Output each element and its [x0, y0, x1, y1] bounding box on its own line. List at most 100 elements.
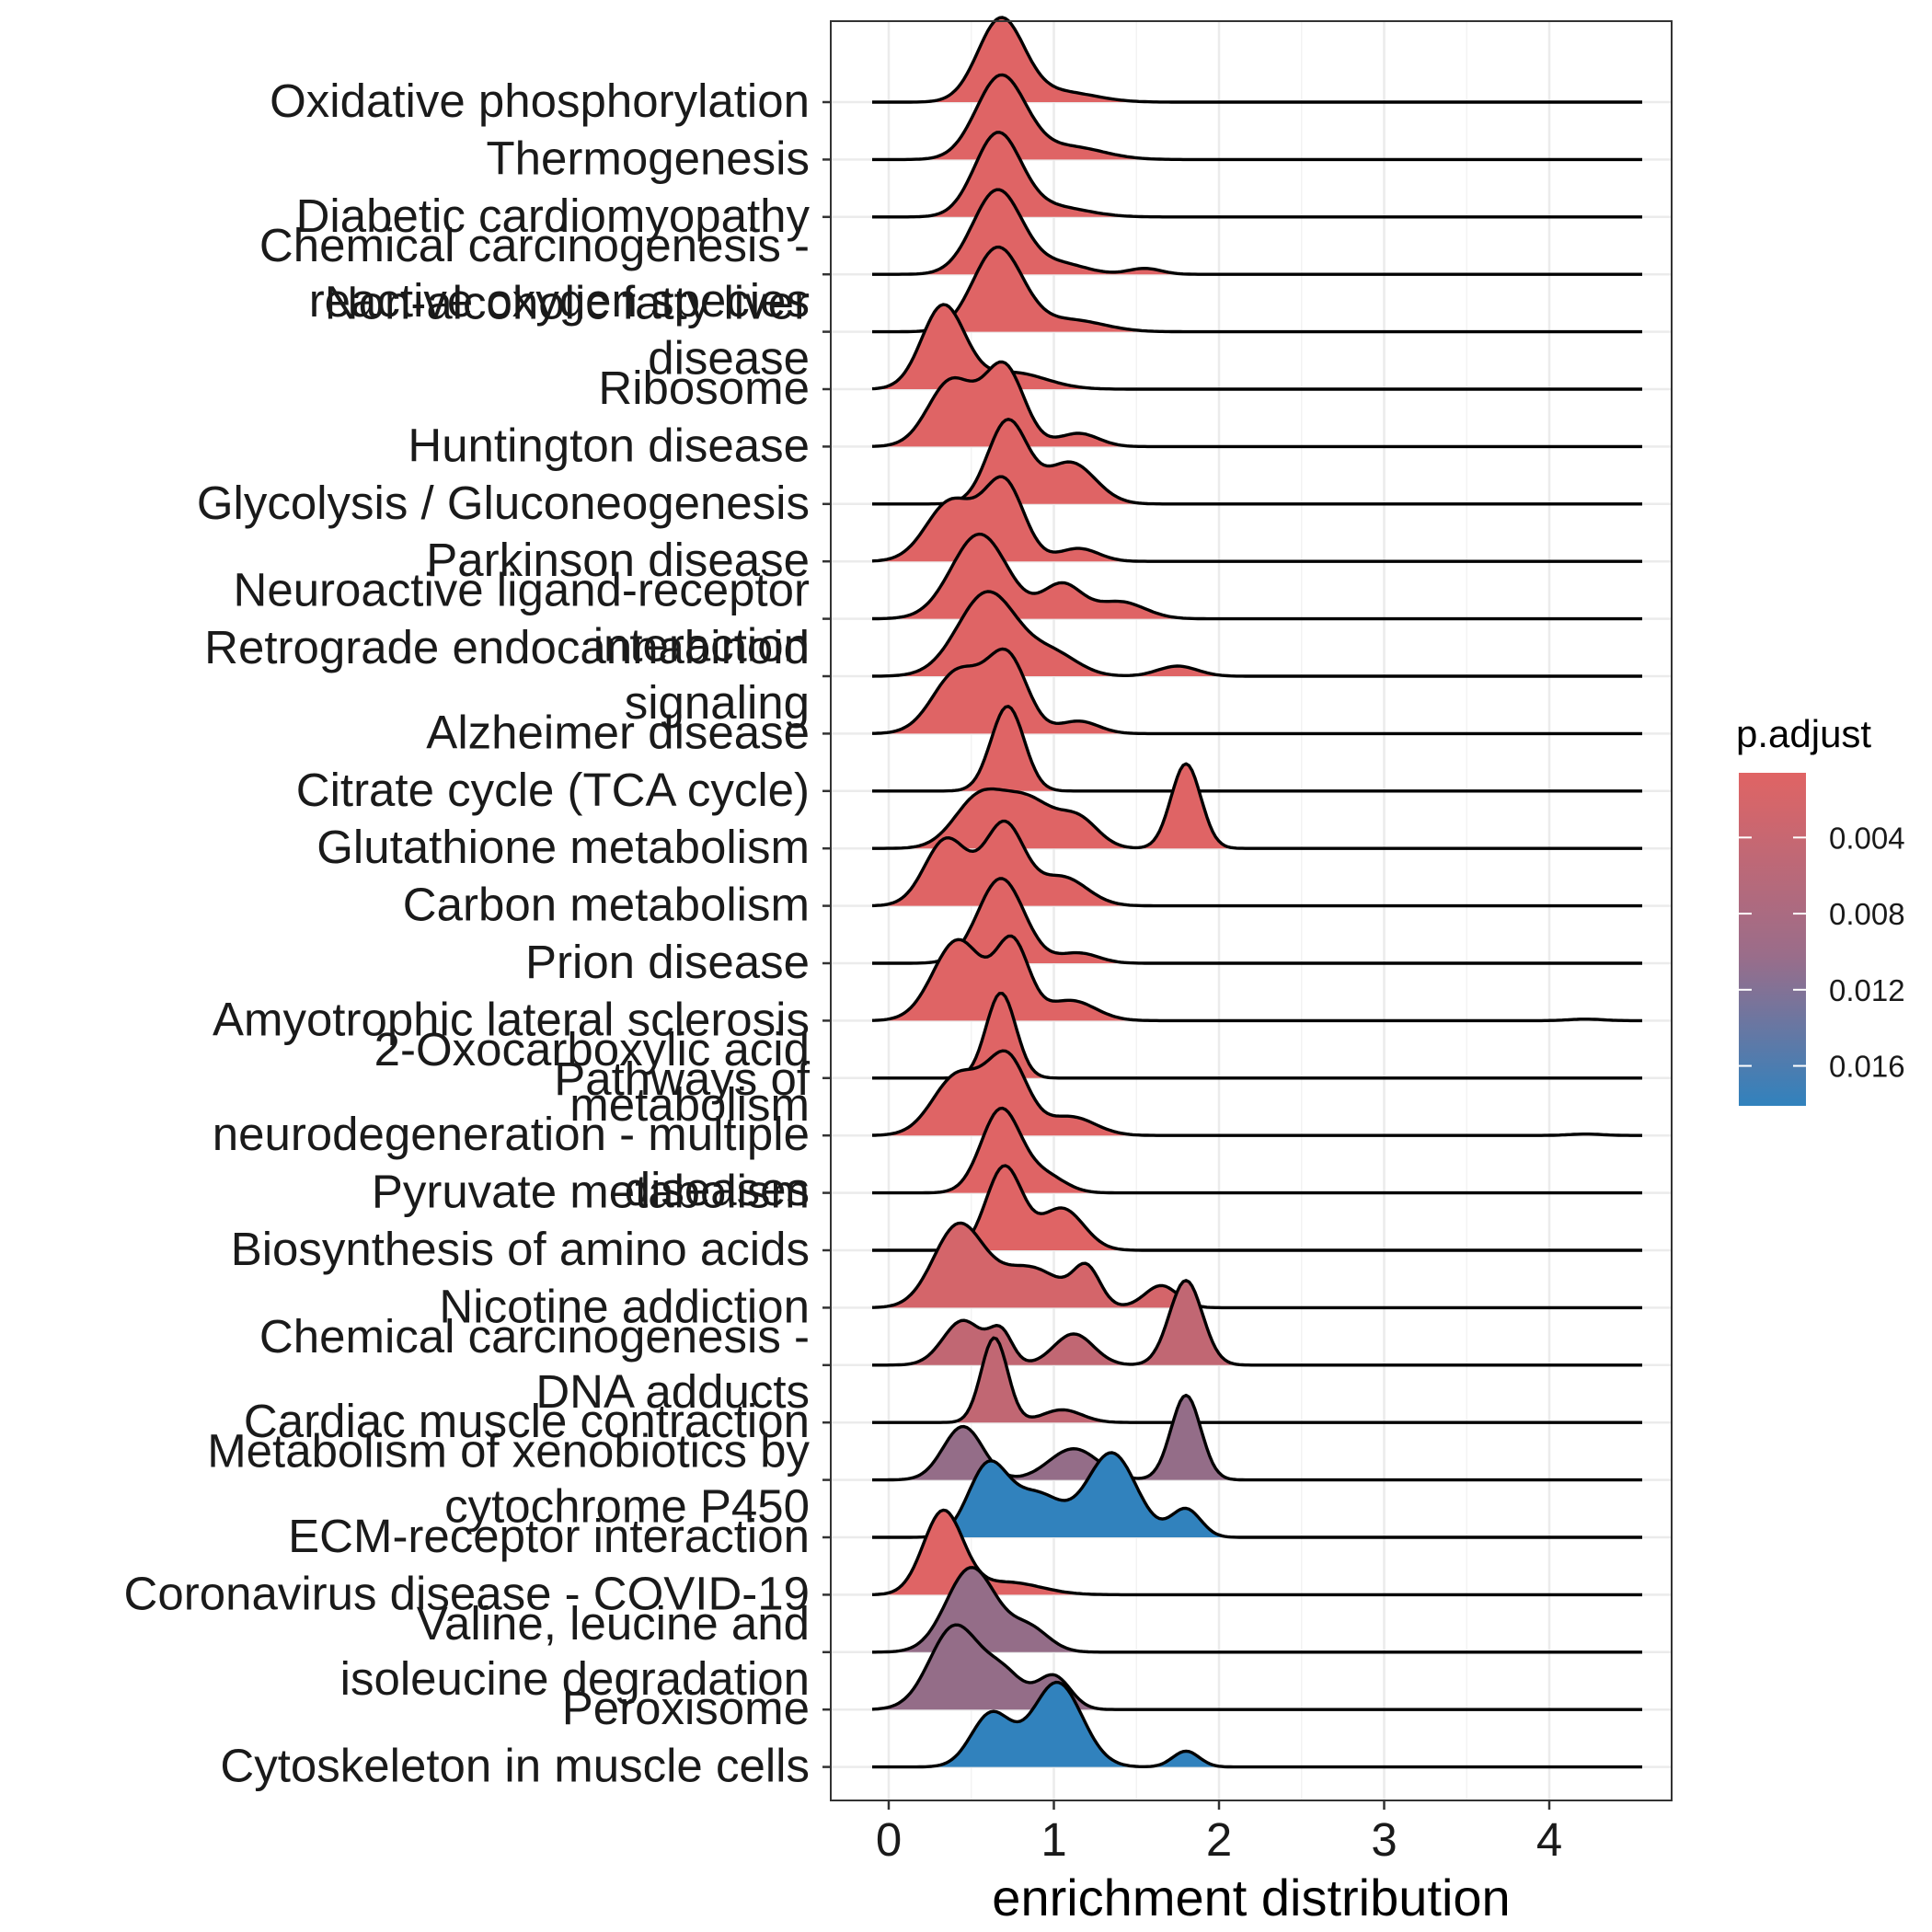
y-tick-label: Chemical carcinogenesis -DNA adducts: [259, 1310, 810, 1418]
y-tick-label: Cardiac muscle contraction: [244, 1395, 810, 1447]
ridge-28: [871, 1623, 1642, 1711]
y-tick-label: Amyotrophic lateral sclerosis: [213, 993, 810, 1045]
ridge-fill: [958, 1338, 1107, 1423]
ridge-outline: [872, 532, 1642, 621]
ridge-outline: [871, 819, 1642, 908]
ridge-outline: [872, 762, 1642, 850]
ridge-9: [872, 532, 1642, 621]
ridge-outline: [872, 418, 1642, 506]
ridge-outline: [872, 188, 1642, 276]
y-tick-label-line: diseases: [625, 1163, 810, 1215]
y-tick-label-line: Chemical carcinogenesis -: [259, 1310, 810, 1363]
y-tick-label: Carbon metabolism: [403, 879, 810, 931]
y-tick-label: Glutathione metabolism: [316, 821, 810, 873]
legend-tick-label: 0.008: [1829, 897, 1905, 931]
ridge-outline: [872, 647, 1642, 736]
y-tick-label-line: Non-alcoholic fatty liver: [325, 277, 810, 329]
ridge-outline: [872, 1164, 1642, 1252]
ridge-outline: [872, 877, 1642, 965]
ridge-outline: [872, 245, 1642, 334]
y-tick-label: Oxidative phosphorylation: [270, 75, 810, 127]
ridge-outline: [872, 705, 1642, 793]
x-ticks: 0 1 2 3 4: [876, 1800, 1562, 1866]
y-tick-label: Peroxisome: [562, 1682, 810, 1734]
ridge-fill: [887, 1510, 1080, 1595]
y-ticks: [822, 100, 831, 1768]
ridge-outline: [871, 590, 1642, 678]
y-tick-label: Diabetic cardiomyopathy: [296, 190, 811, 242]
y-tick-label: Huntington disease: [408, 419, 810, 471]
y-tick-label: Neuroactive ligand-receptor interaction: [234, 564, 811, 672]
y-tick-label: Coronavirus disease - COVID-19: [124, 1567, 810, 1619]
ridge-29: [872, 1680, 1642, 1769]
ridge-outline: [872, 1566, 1642, 1654]
ridge-fill: [890, 1051, 1598, 1136]
y-tick-label: Non-alcoholic fatty liver disease: [325, 277, 810, 385]
y-tick-label-line: Retrograde endocannabinoid: [204, 621, 810, 673]
y-tick-label-line: signaling: [625, 676, 810, 729]
y-tick-label: Alzheimer disease: [426, 706, 810, 758]
y-tick-label-line: cytochrome P450: [444, 1480, 810, 1533]
y-tick-label: Pyruvate metabolism: [372, 1166, 810, 1218]
x-axis-title: enrichment distribution: [992, 1869, 1510, 1926]
ridge-20: [872, 1164, 1642, 1252]
ridge-23: [872, 1336, 1642, 1424]
y-tick-label-line: Citrate cycle (TCA cycle): [296, 764, 810, 816]
y-tick-label-line: Valine, leucine and: [417, 1597, 810, 1650]
ridge-outline: [871, 934, 1642, 1023]
ridge-18: [872, 1049, 1642, 1137]
y-tick-label: Valine, leucine and isoleucine degradatio…: [340, 1597, 810, 1705]
y-tick-label-line: Parkinson disease: [426, 534, 810, 586]
legend: p.adjust 0.004 0.008 0.012 0.016: [1736, 712, 1905, 1106]
x-tick-label: 2: [1206, 1813, 1232, 1866]
ridge-4: [872, 245, 1642, 334]
ridge-fill: [899, 1567, 1077, 1652]
ridge-fill: [951, 1166, 1119, 1250]
ridge-fill: [943, 1108, 1092, 1193]
ridge-outline: [872, 1336, 1642, 1424]
y-tick-label: Thermogenesis: [487, 132, 811, 184]
ridge-fill: [887, 1223, 1202, 1308]
y-tick-label-line: ECM-receptor interaction: [288, 1510, 810, 1562]
y-tick-label: Cytoskeleton in muscle cells: [220, 1740, 810, 1792]
ridge-outline: [871, 1221, 1642, 1310]
legend-tick-label: 0.004: [1829, 821, 1905, 855]
ridge-fill: [960, 706, 1056, 791]
y-tick-label: 2-Oxocarboxylic acid metabolism: [374, 1023, 810, 1131]
y-tick-label-line: neurodegeneration - multiple: [213, 1108, 810, 1160]
ridge-fill: [880, 477, 1121, 562]
ridge-outline: [872, 1049, 1642, 1137]
ridge-fill: [880, 305, 1088, 389]
y-tick-label-line: metabolism: [569, 1078, 810, 1131]
ridge-outline: [872, 1106, 1642, 1195]
ridge-26: [871, 1508, 1642, 1597]
ridge-fill: [899, 534, 1178, 619]
ridge-fill: [958, 993, 1044, 1078]
ridge-12: [872, 705, 1642, 793]
ridge-27: [872, 1566, 1642, 1654]
legend-tick-label: 0.016: [1829, 1050, 1905, 1084]
y-tick-label-line: Cardiac muscle contraction: [244, 1395, 810, 1447]
x-tick-label: 4: [1536, 1813, 1562, 1866]
legend-tick-label: 0.012: [1829, 973, 1905, 1007]
y-tick-label: ECM-receptor interaction: [288, 1510, 810, 1562]
ridge-outline: [872, 1680, 1642, 1769]
legend-title: p.adjust: [1736, 712, 1871, 755]
y-tick-label-line: Ribosome: [598, 362, 810, 414]
x-tick-label: 0: [876, 1813, 902, 1866]
y-tick-label-line: Diabetic cardiomyopathy: [296, 190, 811, 242]
y-tick-label-line: Carbon metabolism: [403, 879, 810, 931]
legend-colorbar: [1739, 773, 1806, 1106]
ridge-21: [871, 1221, 1642, 1310]
ridge-fill: [887, 821, 1124, 906]
y-tick-label: Citrate cycle (TCA cycle): [296, 764, 810, 816]
ridge-fill: [910, 764, 1228, 849]
y-tick-label-line: Glycolysis / Gluconeogenesis: [197, 477, 810, 529]
y-tick-label-line: interaction: [593, 619, 810, 672]
ridge-fill: [907, 1395, 1228, 1480]
y-tick-label-line: DNA adducts: [535, 1365, 810, 1418]
ridge-17: [872, 992, 1642, 1080]
ridge-fill: [937, 1682, 1216, 1767]
y-tick-label: Chemical carcinogenesis -reactive oxygen…: [259, 219, 810, 327]
